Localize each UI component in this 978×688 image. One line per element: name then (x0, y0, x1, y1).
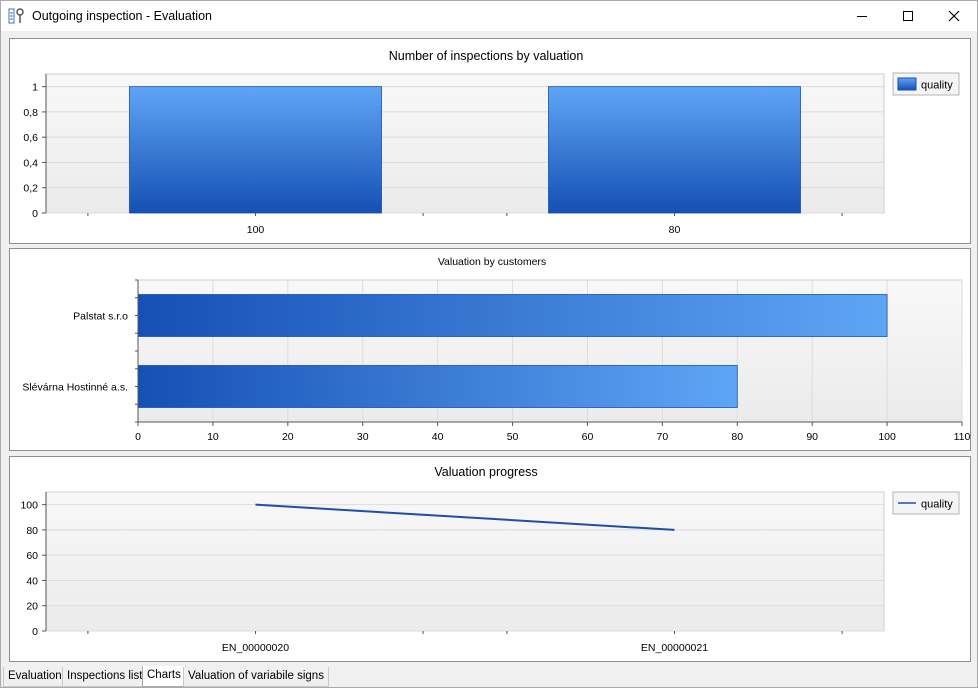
y-tick-label: 0,8 (23, 107, 38, 119)
x-tick-label: 100 (878, 431, 896, 443)
x-tick-label: EN_00000020 (222, 642, 289, 654)
tab-evaluation[interactable]: Evaluation (3, 667, 67, 687)
charts-tab-content: Number of inspections by valuation 0 0,2 0… (5, 32, 973, 665)
y-category-label: Slévárna Hostinné a.s. (22, 382, 128, 394)
y-category-label: Palstat s.r.o (73, 311, 128, 323)
y-tick-label: 100 (20, 500, 38, 512)
bar (137, 365, 738, 408)
y-tick-label: 0 (32, 626, 38, 638)
valuation-progress-chart: Valuation progress 0 20 40 60 80 100 EN_000000… (9, 456, 971, 662)
x-tick-label: 80 (731, 431, 743, 443)
bar (129, 86, 382, 214)
minimize-icon (857, 16, 867, 17)
x-tick-label: 50 (507, 431, 519, 443)
y-tick-label: 0,2 (23, 183, 38, 195)
x-tick-label: 10 (207, 431, 219, 443)
y-tick-label: 20 (26, 601, 38, 613)
maximize-icon (903, 11, 913, 21)
valuation-by-customers-svg: Valuation by customers 0 10 20 30 40 50 60 70 80… (22, 256, 970, 443)
minimize-button[interactable] (839, 1, 885, 31)
valuation-progress-svg: Valuation progress 0 20 40 60 80 100 EN_000000… (20, 465, 960, 654)
maximize-button[interactable] (885, 1, 931, 31)
legend-label: quality (921, 80, 953, 92)
x-tick-label: 110 (954, 431, 970, 443)
chart-title: Number of inspections by valuation (389, 49, 584, 63)
legend-swatch (897, 77, 917, 91)
x-tick-label: 100 (247, 224, 265, 236)
chart-title: Valuation progress (434, 465, 537, 479)
series-line (255, 503, 675, 531)
tab-charts[interactable]: Charts (142, 666, 186, 687)
inspections-by-valuation-chart: Number of inspections by valuation 0 0,2 0… (9, 38, 971, 244)
y-tick-label: 1 (32, 82, 38, 94)
y-tick-label: 40 (26, 575, 38, 587)
bottom-tab-strip: Evaluation Inspections list Charts Valua… (3, 666, 975, 688)
tab-inspections-list[interactable]: Inspections list (62, 667, 148, 687)
valuation-by-customers-chart: Valuation by customers 0 10 20 30 40 50 60 70 80… (9, 248, 971, 451)
plot-area (45, 491, 885, 632)
y-tick-label: 60 (26, 550, 38, 562)
x-tick-label: 0 (135, 431, 141, 443)
inspection-app-icon (8, 8, 24, 24)
x-tick-label: 40 (432, 431, 444, 443)
title-bar[interactable]: Outgoing inspection - Evaluation (1, 1, 977, 31)
y-tick-label: 0,6 (23, 132, 38, 144)
close-icon (948, 10, 960, 22)
bar (548, 86, 801, 214)
tab-valuation-of-variabile-signs[interactable]: Valuation of variabile signs (183, 667, 329, 687)
x-tick-label: 80 (669, 224, 681, 236)
y-tick-label: 0,4 (23, 157, 38, 169)
inspections-by-valuation-svg: Number of inspections by valuation 0 0,2 0… (23, 49, 960, 236)
x-tick-label: 70 (657, 431, 669, 443)
y-tick-label: 80 (26, 525, 38, 537)
bar (137, 294, 888, 337)
legend-box (892, 491, 960, 515)
x-tick-label: EN_00000021 (641, 642, 708, 654)
close-button[interactable] (931, 1, 977, 31)
x-tick-label: 60 (582, 431, 594, 443)
legend-label: quality (921, 499, 953, 511)
x-tick-label: 20 (282, 431, 294, 443)
x-tick-label: 90 (806, 431, 818, 443)
x-tick-label: 30 (357, 431, 369, 443)
window-title: Outgoing inspection - Evaluation (32, 9, 212, 23)
y-tick-label: 0 (32, 208, 38, 220)
chart-title: Valuation by customers (438, 256, 546, 268)
